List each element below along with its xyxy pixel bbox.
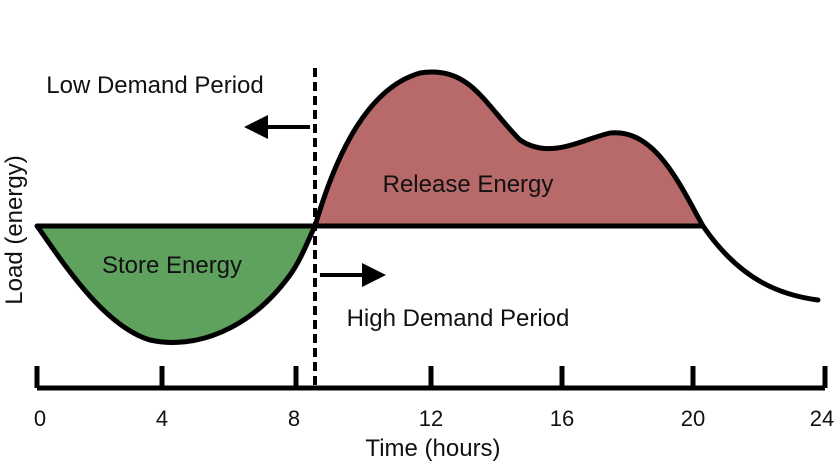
- x-tick-label-4: 4: [156, 406, 168, 431]
- x-tick-label-8: 8: [288, 406, 300, 431]
- load-curve: [34, 69, 821, 345]
- x-axis-title: Time (hours): [365, 435, 500, 462]
- left-arrow: [244, 115, 310, 139]
- x-axis: [34, 366, 828, 391]
- x-tick-label-20: 20: [681, 406, 705, 431]
- y-axis-title: Load (energy): [1, 155, 28, 304]
- store-energy-label: Store Energy: [102, 252, 242, 279]
- low-demand-label: Low Demand Period: [46, 72, 263, 99]
- x-tick-label-12: 12: [419, 406, 443, 431]
- x-tick-label-0: 0: [34, 406, 46, 431]
- high-demand-label: High Demand Period: [347, 305, 570, 332]
- x-tick-label-16: 16: [550, 406, 574, 431]
- release-energy-region: [315, 71, 703, 226]
- right-arrow: [320, 263, 386, 287]
- release-energy-label: Release Energy: [383, 171, 554, 198]
- store-energy-region: [37, 226, 315, 343]
- x-tick-label-24: 24: [810, 406, 834, 431]
